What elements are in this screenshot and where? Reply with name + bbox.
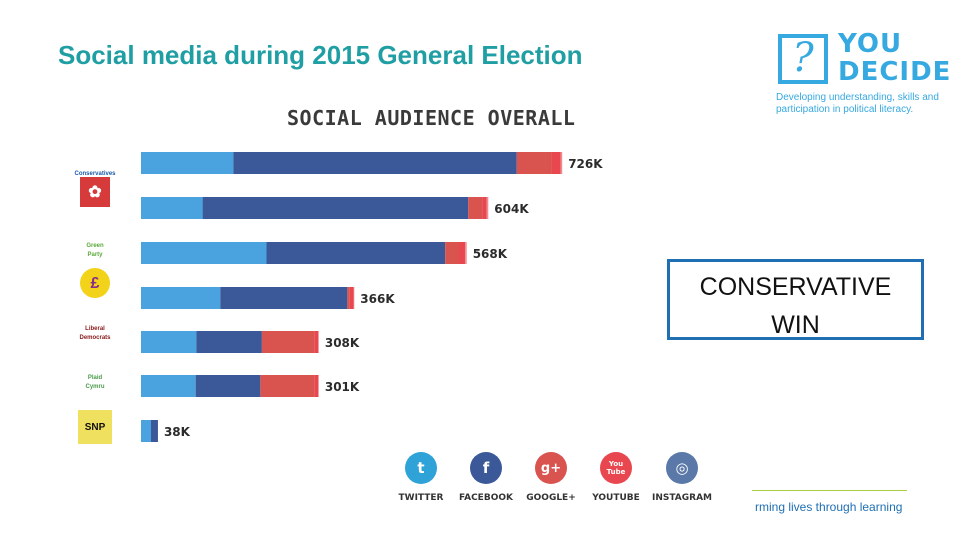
bar-conservatives-twitter: [141, 152, 234, 174]
snp-logo-text: SNP: [84, 421, 106, 433]
liberal-democrats-logo-text: Liberal Democrats: [79, 326, 111, 341]
logo-word-line2: DECIDE: [838, 57, 952, 87]
instagram-icon: ◎: [666, 452, 698, 484]
bar-conservatives-youtube: [551, 152, 561, 174]
bar-green-party-instagram: [465, 242, 467, 264]
conservatives-logo: Conservatives: [74, 146, 115, 180]
legend-youtube: You Tube YOUTUBE: [586, 452, 646, 503]
snp-logo: SNP: [78, 410, 112, 444]
facebook-icon: f: [470, 452, 502, 484]
bar-liberal-democrats-facebook: [196, 331, 262, 353]
result-line1: CONSERVATIVE: [699, 273, 892, 301]
twitter-icon: t: [405, 452, 437, 484]
labour-logo: ✿: [80, 177, 110, 207]
liberal-democrats-logo: Liberal Democrats: [78, 308, 112, 342]
bar-ukip-twitter: [141, 287, 221, 309]
chart-title: SOCIAL AUDIENCE OVERALL: [287, 106, 576, 130]
legend-label-facebook: FACEBOOK: [459, 493, 513, 503]
bar-plaid-cymru-instagram: [318, 375, 319, 397]
bar-green-party-youtube: [459, 242, 466, 264]
bar-conservatives-facebook: [233, 152, 517, 174]
conservatives-logo-text: Conservatives: [74, 170, 116, 177]
bar-snp-facebook: [151, 420, 158, 442]
ukip-logo: £: [78, 266, 112, 300]
logo-tagline: Developing understanding, skills and par…: [776, 92, 939, 115]
logo-word-line1: YOU: [838, 29, 903, 59]
total-label-ukip: 366K: [360, 292, 395, 306]
logo-wordmark: YOU DECIDE: [838, 29, 952, 87]
legend-label-twitter: TWITTER: [398, 493, 444, 503]
legend-instagram: ◎ INSTAGRAM: [652, 452, 712, 503]
bar-ukip-google-: [347, 287, 350, 309]
total-label-green-party: 568K: [473, 247, 508, 261]
bar-labour-facebook: [202, 197, 469, 219]
bar-plaid-cymru-twitter: [141, 375, 196, 397]
bar-green-party-google-: [445, 242, 460, 264]
total-label-conservatives: 726K: [568, 157, 603, 171]
legend-label-google-plus: GOOGLE+: [526, 493, 576, 503]
rose-icon: ✿: [88, 183, 102, 201]
slide-title: Social media during 2015 General Electio…: [58, 40, 583, 70]
footer-text: rming lives through learning: [755, 500, 903, 514]
result-callout: CONSERVATIVE WIN: [667, 259, 924, 340]
bar-liberal-democrats-youtube: [314, 331, 319, 353]
bar-labour-google-: [468, 197, 483, 219]
youtube-icon: You Tube: [600, 452, 632, 484]
bar-liberal-democrats-twitter: [141, 331, 197, 353]
legend-google-plus: g+ GOOGLE+: [521, 452, 581, 503]
total-label-snp: 38K: [164, 425, 191, 439]
footer-divider: [752, 490, 907, 491]
bar-conservatives-google-: [516, 152, 552, 174]
bar-green-party-facebook: [266, 242, 446, 264]
plaid-cymru-logo-text: Plaid Cymru: [85, 375, 105, 390]
bar-plaid-cymru-google-: [260, 375, 315, 397]
green-party-logo: Green Party: [78, 222, 112, 258]
bar-ukip-youtube: [349, 287, 354, 309]
google-plus-icon: g+: [535, 452, 567, 484]
green-party-logo-text: Green Party: [86, 243, 104, 258]
bar-plaid-cymru-facebook: [195, 375, 261, 397]
bar-labour-instagram: [486, 197, 489, 219]
legend-label-youtube: YOUTUBE: [592, 493, 640, 503]
bar-liberal-democrats-instagram: [318, 331, 319, 353]
total-label-plaid-cymru: 301K: [325, 380, 360, 394]
bar-labour-twitter: [141, 197, 203, 219]
legend-facebook: f FACEBOOK: [456, 452, 516, 503]
bar-ukip-instagram: [353, 287, 355, 309]
total-label-labour: 604K: [494, 202, 529, 216]
question-mark-icon: ?: [778, 34, 828, 84]
bar-plaid-cymru-youtube: [314, 375, 319, 397]
plaid-cymru-logo: Plaid Cymru: [78, 355, 112, 390]
bar-liberal-democrats-google-: [261, 331, 315, 353]
total-label-liberal-democrats: 308K: [325, 336, 360, 350]
bar-snp-twitter: [141, 420, 152, 442]
bar-ukip-facebook: [220, 287, 348, 309]
ukip-logo-text: £: [80, 268, 110, 298]
bar-labour-youtube: [482, 197, 487, 219]
result-line2: WIN: [771, 311, 820, 339]
bar-green-party-twitter: [141, 242, 267, 264]
bar-conservatives-instagram: [560, 152, 563, 174]
legend-label-instagram: INSTAGRAM: [652, 493, 713, 503]
you-decide-logo: ? YOU DECIDE Developing understanding, s…: [776, 30, 951, 120]
legend-twitter: t TWITTER: [391, 452, 451, 503]
